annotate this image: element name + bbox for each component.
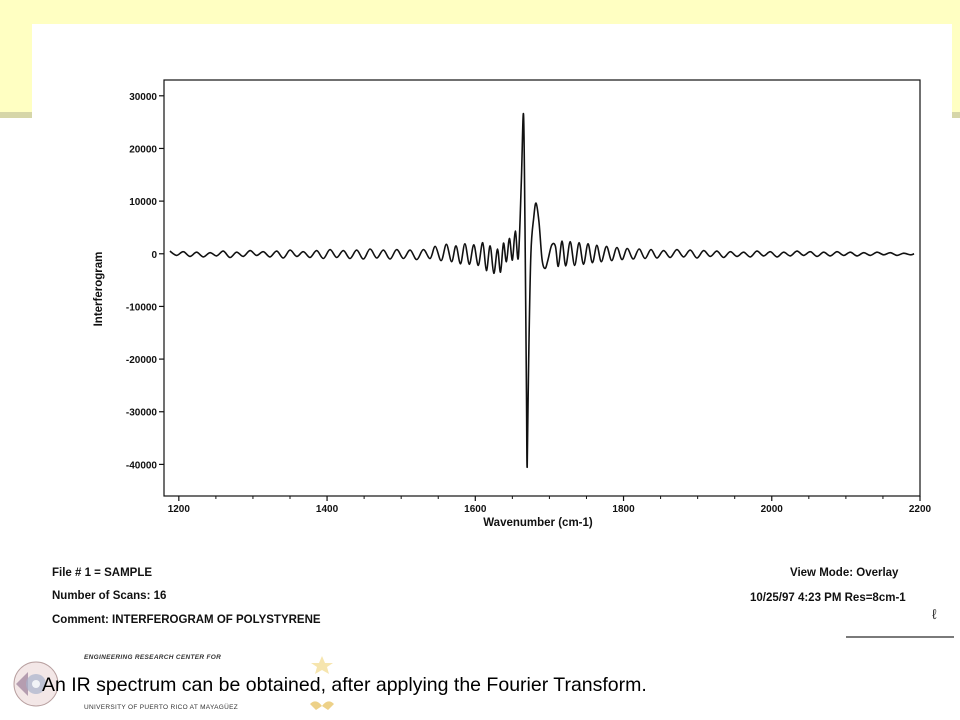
y-tick-label: -10000	[126, 302, 158, 313]
interferogram-chart: 30000 20000 10000 0 -10000 -20000 -30000 -40000…	[93, 79, 932, 529]
y-tick-label: -20000	[126, 355, 158, 366]
x-axis-ticks: 1200 1400 1600 1800 2000 2200	[168, 496, 932, 515]
timestamp-label: 10/25/97 4:23 PM Res=8cm-1	[750, 592, 906, 604]
view-mode-label: View Mode: Overlay	[790, 567, 899, 579]
y-tick-label: -30000	[126, 408, 158, 419]
footer-center-name: ENGINEERING RESEARCH CENTER FOR	[84, 654, 222, 661]
x-tick-label: 2000	[761, 504, 784, 515]
x-axis-label: Wavenumber (cm-1)	[483, 517, 593, 529]
x-tick-label: 1600	[464, 504, 487, 515]
y-tick-label: 10000	[129, 197, 157, 208]
footer-university-name: UNIVERSITY OF PUERTO RICO AT MAYAGÜEZ	[84, 704, 239, 711]
scan-edge-shadow	[846, 636, 954, 638]
file-label: File # 1 = SAMPLE	[52, 567, 153, 579]
x-tick-label: 1400	[316, 504, 339, 515]
comment-label: Comment: INTERFEROGRAM OF POLYSTYRENE	[52, 614, 321, 626]
scanned-chart-page: 30000 20000 10000 0 -10000 -20000 -30000 -40000…	[32, 24, 952, 640]
y-tick-label: 0	[151, 250, 157, 261]
chart-series	[169, 113, 915, 468]
y-axis-ticks: 30000 20000 10000 0 -10000 -20000 -30000 -40000	[126, 92, 164, 471]
scan-mark: ℓ	[932, 606, 937, 622]
y-tick-label: 20000	[129, 144, 157, 155]
chart-axes	[163, 79, 921, 497]
x-tick-label: 1800	[612, 504, 635, 515]
scan-count-label: Number of Scans: 16	[52, 590, 167, 602]
university-seal-logo	[13, 661, 59, 707]
y-axis-label: Interferogram	[93, 252, 105, 327]
x-tick-label: 2200	[909, 504, 932, 515]
ornament-icon	[310, 656, 334, 710]
interferogram-line	[169, 113, 915, 468]
y-tick-label: 30000	[129, 92, 157, 103]
y-tick-label: -40000	[126, 460, 158, 471]
slide-caption: An IR spectrum can be obtained, after ap…	[42, 674, 647, 696]
plot-frame	[163, 79, 921, 497]
x-tick-label: 1200	[168, 504, 191, 515]
